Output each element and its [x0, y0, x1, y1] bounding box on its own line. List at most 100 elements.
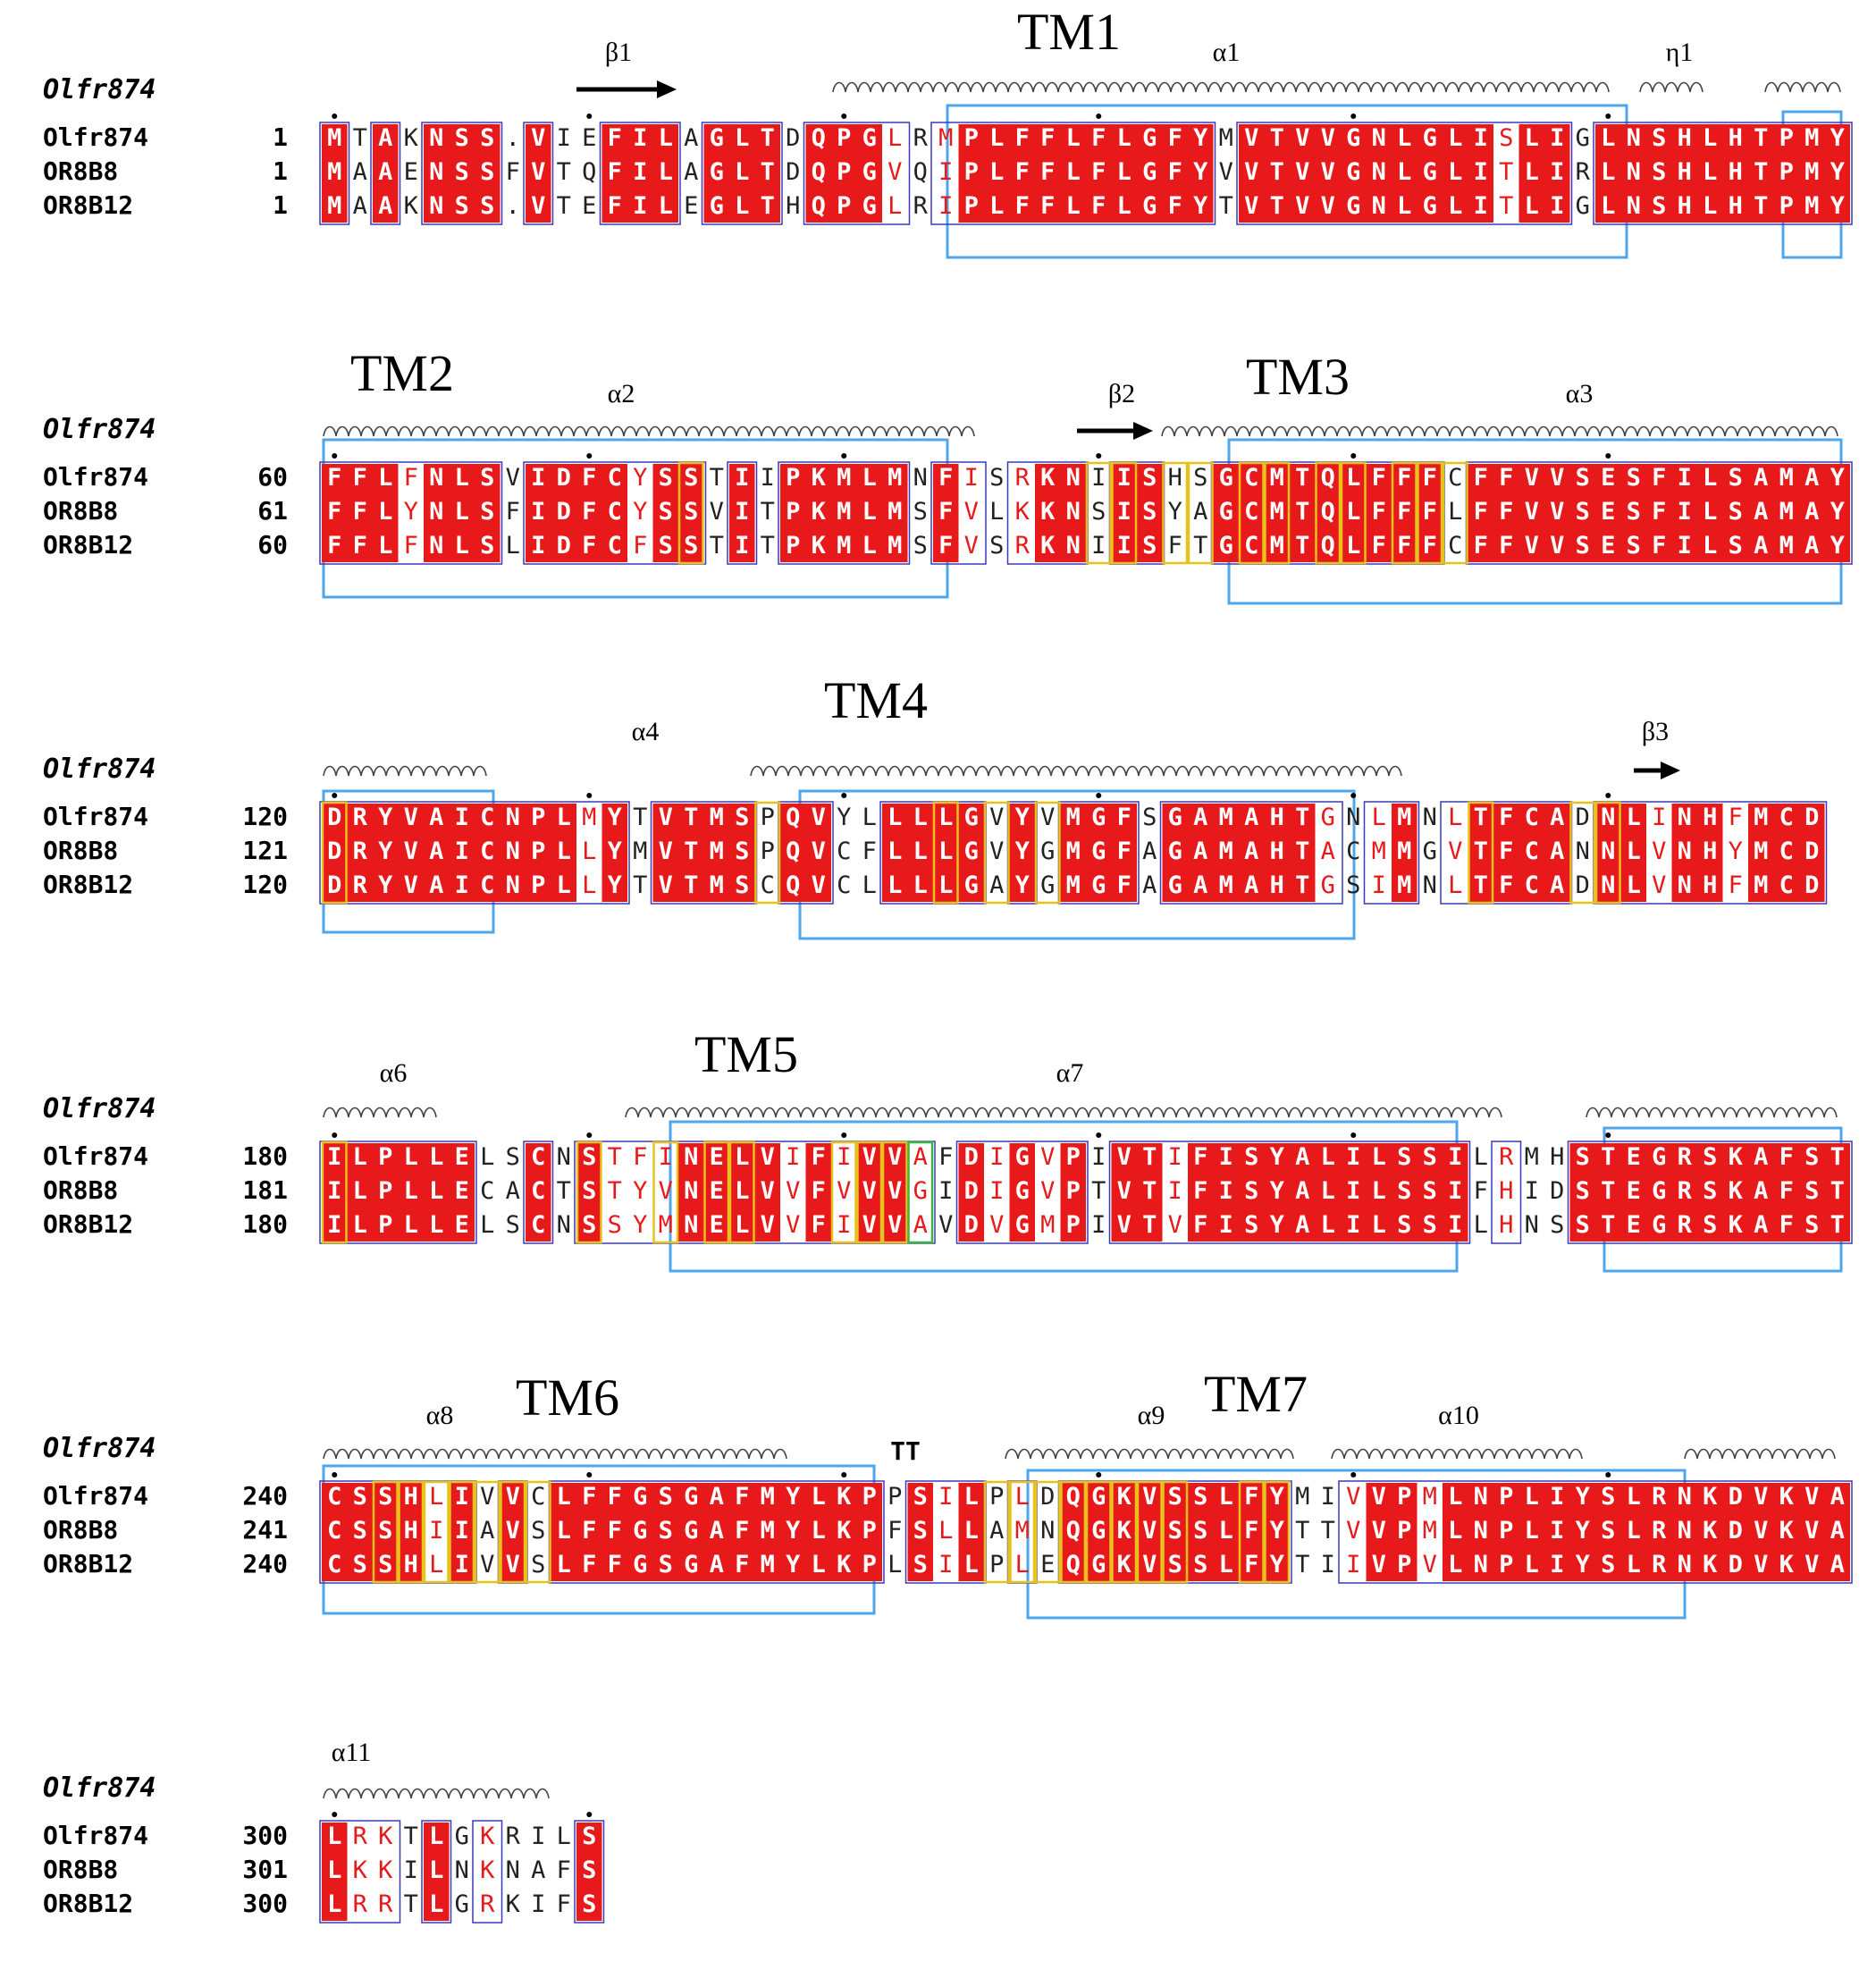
sequence-name: OR8B8 — [43, 1855, 118, 1884]
key-residue-box — [652, 1141, 679, 1244]
residue: T — [684, 871, 698, 899]
residue: E — [1627, 1143, 1641, 1171]
identical-residue-column — [1009, 124, 1035, 223]
conservation-group-frame — [574, 1820, 605, 1924]
residue: R — [1576, 158, 1591, 186]
residue: V — [1804, 1483, 1819, 1511]
residue: M — [710, 871, 724, 899]
residue: I — [531, 498, 545, 526]
residue: L — [1448, 1483, 1462, 1511]
residue: M — [1040, 1211, 1055, 1239]
residue: G — [1346, 192, 1360, 220]
structure-track-label: Olfr874 — [43, 1772, 156, 1804]
residue: G — [1423, 192, 1437, 220]
residue: S — [506, 1143, 520, 1171]
residue: Y — [378, 838, 393, 865]
residue: S — [1142, 498, 1157, 526]
conservation-group-frame — [421, 122, 503, 225]
beta-strand-arrowhead — [1661, 762, 1680, 779]
residue: I — [455, 1517, 469, 1545]
residue: S — [1652, 158, 1666, 186]
identical-residue-column — [958, 804, 984, 902]
residue: L — [989, 158, 1004, 186]
residue: G — [1091, 804, 1106, 831]
residue: F — [1729, 871, 1743, 899]
identical-residue-column — [627, 124, 653, 223]
residue: V — [989, 804, 1004, 831]
residue: D — [1729, 1517, 1743, 1545]
residue: G — [1423, 838, 1437, 865]
residue: L — [659, 124, 673, 152]
identical-residue-column — [652, 804, 678, 902]
identical-residue-column — [652, 464, 678, 562]
identical-residue-column — [1264, 124, 1290, 223]
residue: A — [1244, 871, 1258, 899]
residue: L — [429, 1177, 443, 1205]
residue: C — [1779, 871, 1794, 899]
residue: Y — [786, 1551, 801, 1579]
residue: M — [1066, 838, 1081, 865]
residue: E — [1627, 1177, 1641, 1205]
identical-residue-column — [1060, 464, 1086, 562]
residue: F — [327, 498, 341, 526]
residue: G — [1091, 1517, 1106, 1545]
secondary-structure-label: α3 — [1566, 379, 1594, 408]
residue: F — [582, 464, 596, 492]
identical-residue-column — [1111, 1143, 1137, 1242]
residue: D — [327, 804, 341, 831]
residue: G — [1219, 464, 1233, 492]
residue: H — [1168, 464, 1182, 492]
residue: K — [1703, 1551, 1718, 1579]
residue: K — [1040, 498, 1056, 526]
secondary-structure-label: β3 — [1642, 717, 1669, 746]
identical-residue-column — [424, 464, 450, 562]
residue: T — [684, 838, 698, 865]
residue: L — [1703, 158, 1717, 186]
residue: Q — [1321, 498, 1335, 526]
tm-helix-label: TM3 — [1246, 348, 1350, 406]
residue: H — [1703, 804, 1717, 831]
residue: S — [1397, 1143, 1411, 1171]
residue: L — [862, 871, 877, 899]
residue: L — [913, 838, 928, 865]
residue: L — [1372, 1143, 1386, 1171]
conservation-group-frame — [727, 461, 758, 565]
residue: Y — [1576, 1551, 1591, 1579]
residue: L — [353, 1143, 367, 1171]
sequence-name: Olfr874 — [43, 1821, 148, 1850]
identical-residue-column — [958, 1483, 984, 1581]
tm-helix-label: TM7 — [1204, 1365, 1308, 1423]
residue: A — [1295, 1211, 1309, 1239]
residue: A — [1754, 498, 1768, 526]
key-residue-box — [1417, 461, 1443, 565]
residue: I — [1448, 1143, 1462, 1171]
key-residue-box — [754, 801, 781, 905]
residue: F — [1779, 1177, 1794, 1205]
residue: C — [1244, 464, 1258, 492]
residue: N — [1601, 871, 1615, 899]
residue: Y — [1830, 532, 1846, 560]
residue: F — [1499, 532, 1513, 560]
residue: T — [1295, 1517, 1309, 1545]
residue: F — [1015, 124, 1030, 152]
residue: S — [1091, 498, 1106, 526]
identical-residue-column — [1468, 1483, 1493, 1581]
identical-residue-column — [1697, 464, 1723, 562]
identical-residue-column — [1544, 804, 1570, 902]
residue: Y — [837, 804, 851, 831]
residue: L — [557, 1823, 571, 1850]
residue: M — [1804, 124, 1819, 152]
residue: F — [582, 532, 596, 560]
sequence-start-number: 241 — [242, 1515, 288, 1545]
identical-residue-column — [1518, 804, 1544, 902]
residue: V — [659, 1177, 673, 1205]
residue: K — [378, 1856, 393, 1884]
identical-residue-column — [1748, 804, 1774, 902]
residue: L — [964, 1483, 979, 1511]
sequence-start-number: 300 — [242, 1821, 288, 1850]
identical-residue-column — [1392, 1483, 1418, 1581]
residue: I — [1091, 532, 1106, 560]
residue: L — [1448, 498, 1462, 526]
residue: T — [1295, 838, 1309, 865]
residue: S — [1627, 498, 1641, 526]
